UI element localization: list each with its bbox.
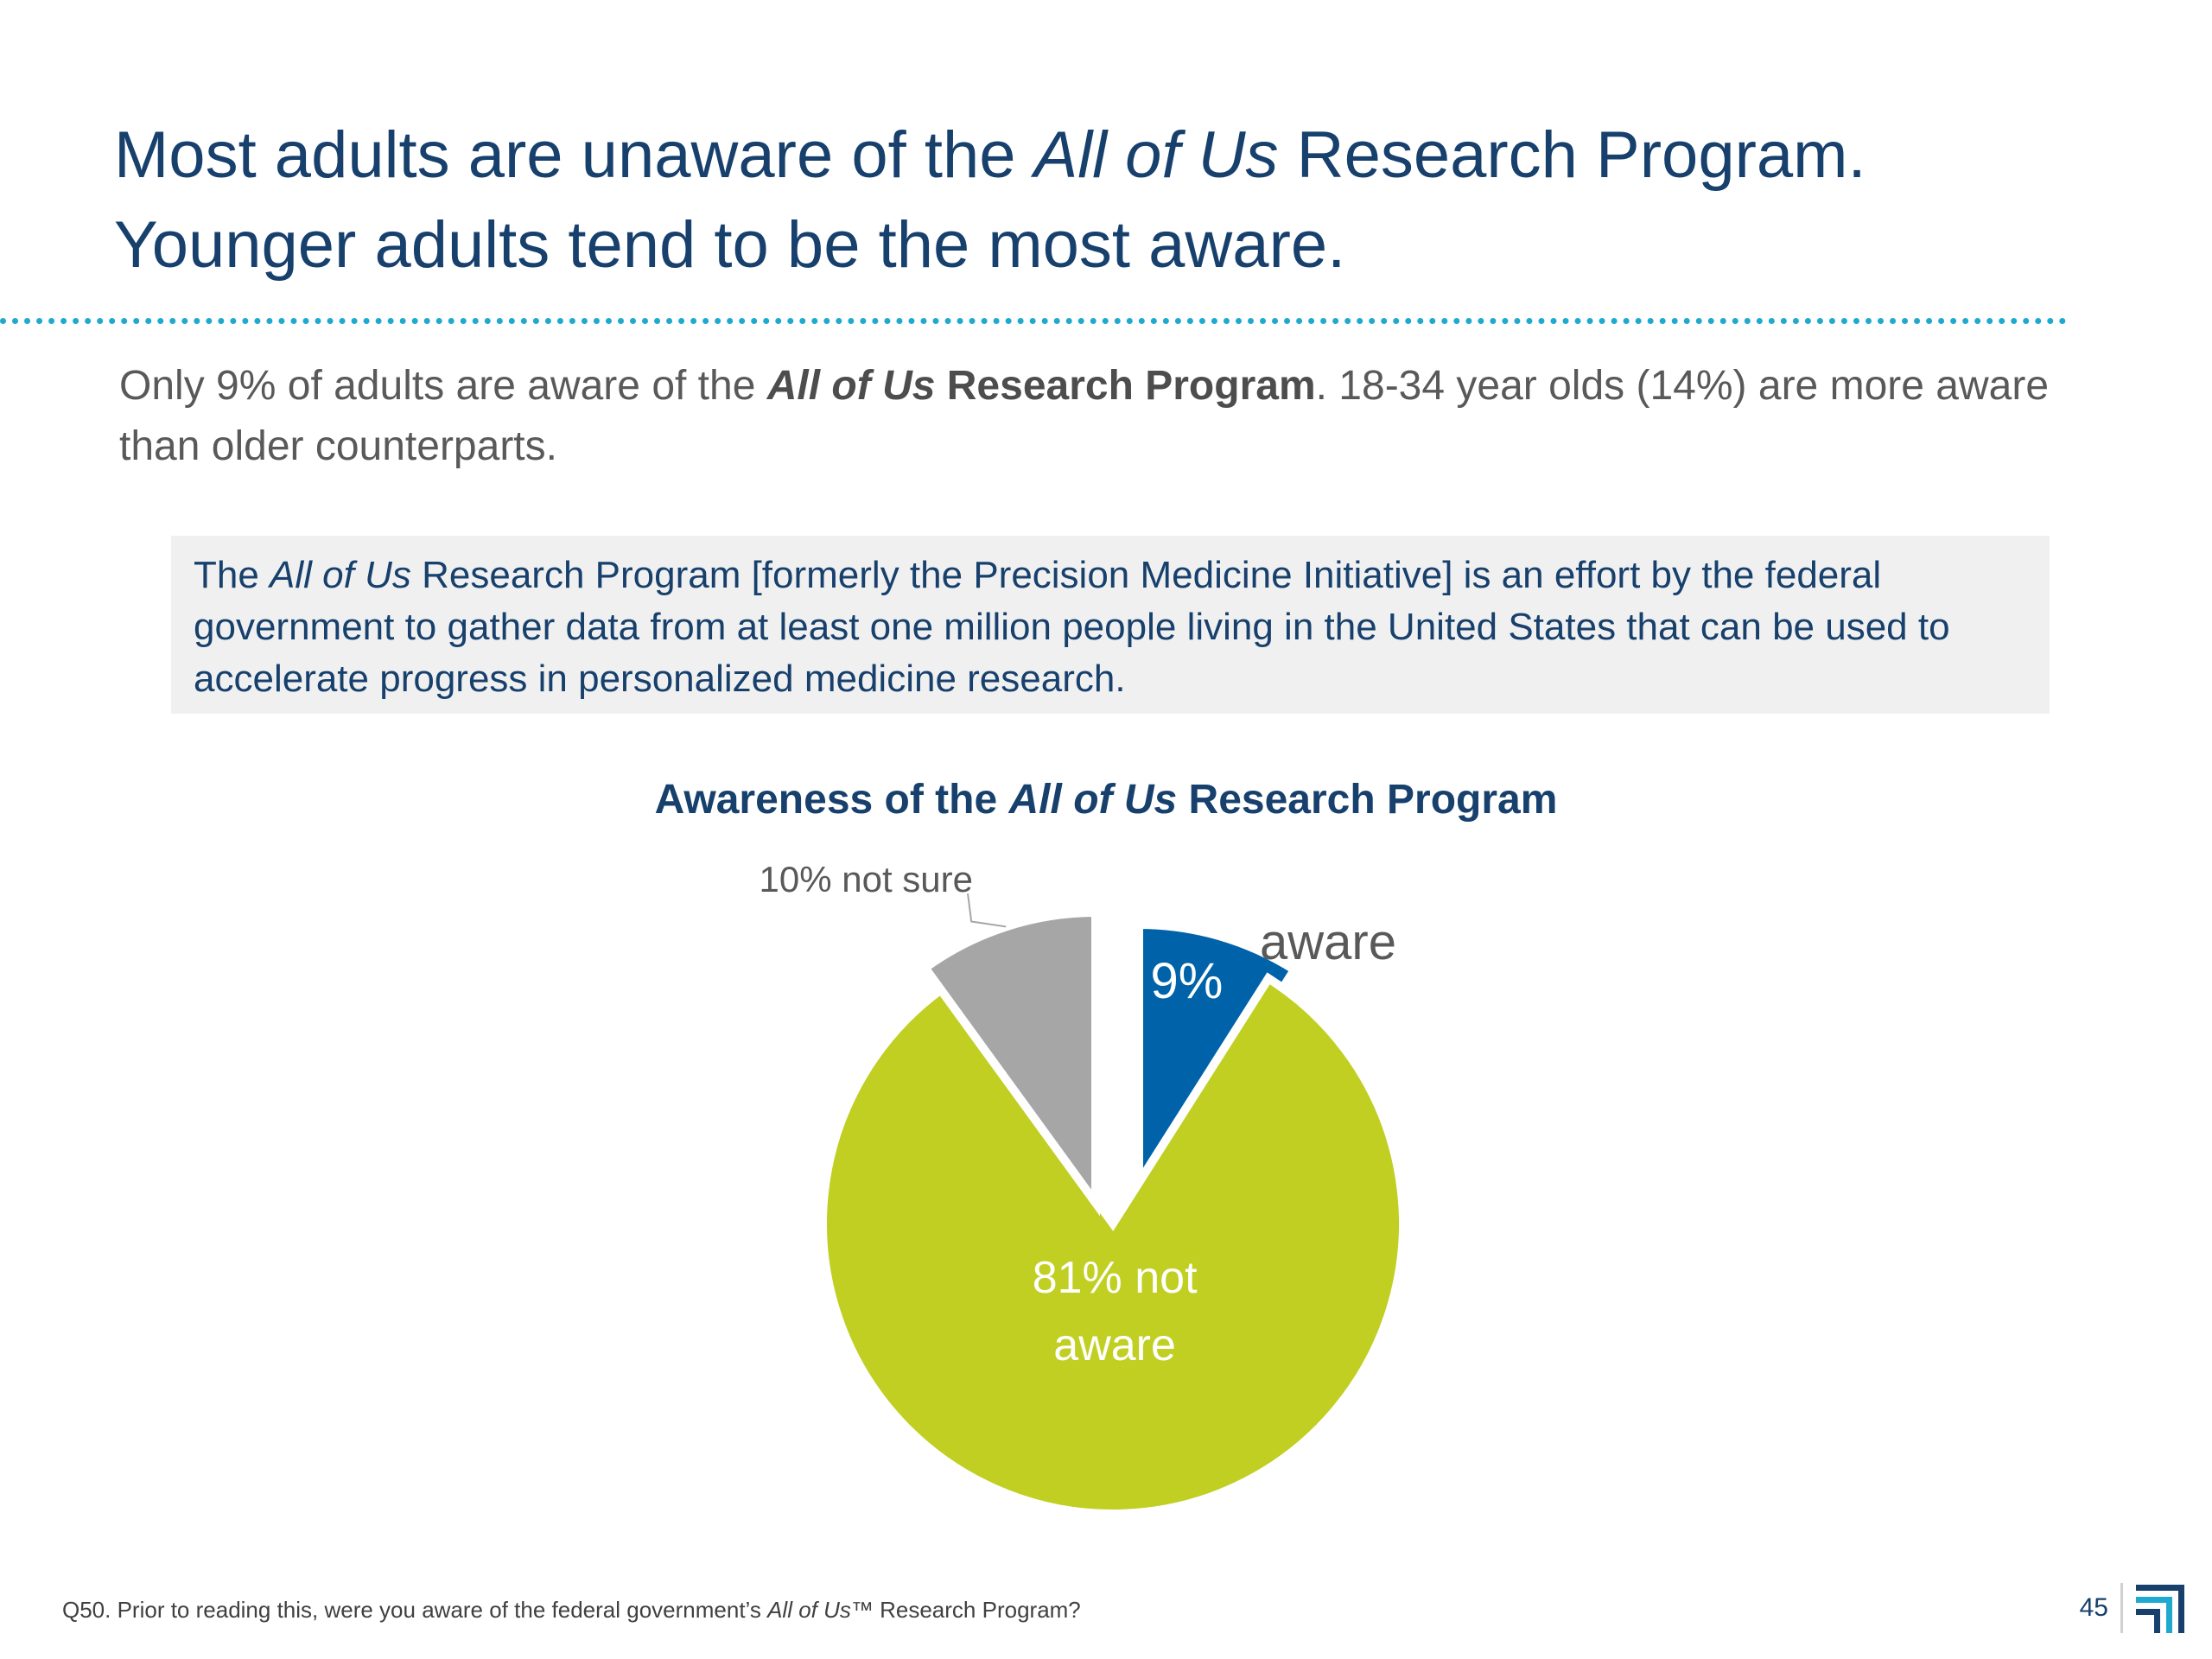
data-label-value: 81% not xyxy=(1033,1253,1198,1303)
chart-title-program-name: All of Us xyxy=(1008,777,1178,823)
data-label-value: 9% xyxy=(1150,953,1223,1009)
definition-part: The xyxy=(194,554,270,596)
page-number: 45 xyxy=(2079,1593,2108,1622)
title-text: Research Program. xyxy=(1278,118,1866,192)
title-text: Most adults are unaware of the xyxy=(114,118,1034,192)
summary-part: Only 9% of adults are aware of the xyxy=(119,363,767,409)
chart-title-part: Awareness of the xyxy=(654,777,1009,823)
definition-text: The All of Us Research Program [formerly… xyxy=(194,550,2043,705)
question-footnote: Q50. Prior to reading this, were you awa… xyxy=(62,1597,1081,1624)
footnote-part: Research Program? xyxy=(873,1597,1081,1623)
slide-title-line-1: Most adults are unaware of the All of Us… xyxy=(114,111,2101,200)
pie-slice xyxy=(818,972,1408,1518)
data-label-value: 10% not sure xyxy=(760,859,974,899)
chart-title: Awareness of the All of Us Research Prog… xyxy=(0,776,2212,823)
summary-part: . 18-34 year olds (14%) are more aware t… xyxy=(119,363,2050,469)
footnote-part: Q50. Prior to reading this, were you awa… xyxy=(62,1597,768,1623)
slide-title-line-2: Younger adults tend to be the most aware… xyxy=(114,208,1346,282)
summary-program-suffix: Research Program xyxy=(935,363,1316,409)
definition-box: The All of Us Research Program [formerly… xyxy=(171,536,2050,714)
company-logo-icon xyxy=(2136,1585,2184,1633)
title-program-name: All of Us xyxy=(1033,118,1279,192)
data-label-text: aware xyxy=(1053,1320,1176,1370)
leader-line xyxy=(967,893,1007,928)
logo-separator xyxy=(2120,1583,2123,1633)
chart-title-part: Research Program xyxy=(1177,777,1558,823)
footnote-program-name: All of Us™ xyxy=(767,1597,874,1623)
data-label-text: aware xyxy=(1260,914,1396,970)
definition-program-name: All of Us xyxy=(270,554,411,596)
slide-title: Most adults are unaware of the All of Us… xyxy=(114,111,2101,290)
summary-program-name: All of Us xyxy=(766,363,936,409)
title-divider xyxy=(0,318,2067,324)
summary-text: Only 9% of adults are aware of the All o… xyxy=(119,356,2089,477)
definition-part: Research Program [formerly the Precision… xyxy=(194,554,1950,700)
